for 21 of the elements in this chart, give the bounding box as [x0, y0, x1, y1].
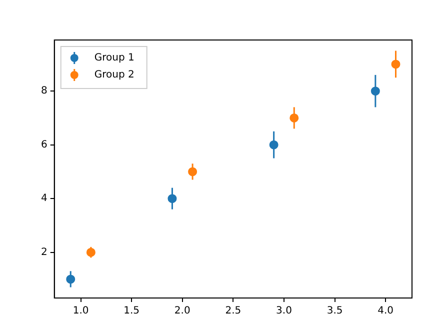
x-tick-label: 3.5 — [326, 306, 343, 317]
y-tick-label: 6 — [40, 139, 48, 150]
x-tick-label: 1.0 — [72, 306, 89, 317]
x-tick-label: 3.0 — [276, 306, 292, 317]
y-tick-label: 4 — [40, 193, 48, 204]
point — [370, 86, 380, 96]
point — [66, 274, 76, 284]
y-tick-label: 2 — [40, 246, 48, 258]
point — [188, 167, 198, 176]
point — [269, 140, 278, 150]
x-tick-label: 4.0 — [378, 306, 394, 317]
point — [168, 194, 177, 204]
y-tick-label: 8 — [40, 86, 48, 97]
legend-label: Group 2 — [94, 70, 134, 81]
x-tick-label: 2.5 — [225, 306, 242, 317]
point — [86, 248, 96, 257]
x-tick-label: 2.0 — [174, 306, 190, 317]
x-tick-label: 1.5 — [124, 306, 140, 317]
point — [290, 113, 299, 122]
legend-label: Group 1 — [94, 52, 134, 64]
point — [391, 60, 400, 69]
